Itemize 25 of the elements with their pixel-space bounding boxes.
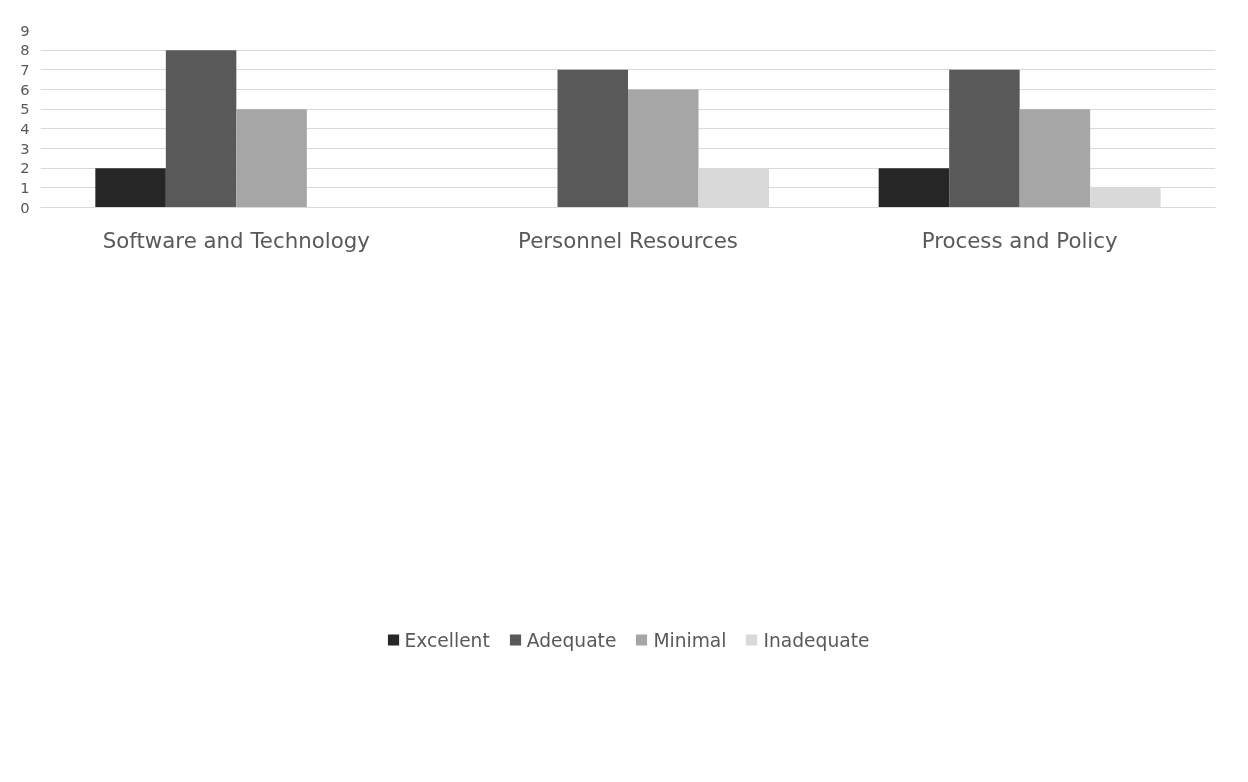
y-tick-label: 7 <box>20 60 30 78</box>
y-tick-label: 0 <box>20 198 30 216</box>
y-tick-label: 1 <box>20 178 30 196</box>
bar <box>878 168 950 208</box>
bar <box>628 89 699 208</box>
y-tick-label: 5 <box>20 100 30 118</box>
x-tick-label: Software and Technology <box>102 227 370 253</box>
y-tick-label: 9 <box>20 21 30 39</box>
y-tick-label: 4 <box>20 119 30 137</box>
legend-label: Excellent <box>404 629 490 651</box>
legend-label: Inadequate <box>763 629 870 651</box>
bar <box>1019 109 1091 208</box>
legend-label: Minimal <box>653 629 727 651</box>
x-tick-label: Personnel Resources <box>518 227 738 253</box>
legend-label: Adequate <box>526 629 617 651</box>
x-tick-label: Process and Policy <box>921 227 1118 253</box>
y-tick-label: 6 <box>20 80 30 98</box>
y-tick-label: 8 <box>20 41 30 59</box>
bar <box>236 109 307 208</box>
bar <box>165 50 237 208</box>
bar <box>557 69 628 208</box>
bar <box>95 168 166 208</box>
bar <box>949 69 1020 208</box>
y-tick-label: 3 <box>20 139 30 157</box>
y-tick-label: 2 <box>20 159 30 177</box>
